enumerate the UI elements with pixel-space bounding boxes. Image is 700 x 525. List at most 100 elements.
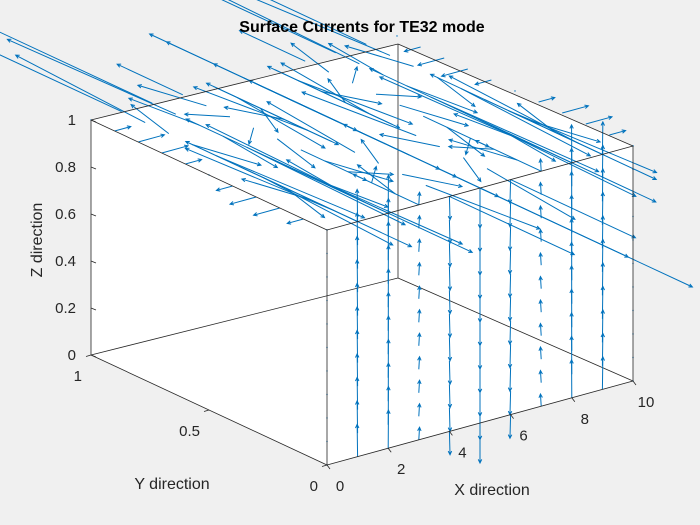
top-current-arrow bbox=[286, 218, 304, 225]
top-current-arrow bbox=[327, 77, 346, 103]
top-current-arrow bbox=[585, 115, 614, 125]
top-current-arrow bbox=[227, 0, 360, 65]
top-current-arrow bbox=[130, 103, 170, 134]
top-current-arrow bbox=[464, 138, 471, 156]
top-current-arrow bbox=[239, 166, 413, 248]
top-current-arrow bbox=[6, 38, 177, 115]
front-current-arrow bbox=[507, 179, 513, 205]
top-current-arrow bbox=[274, 69, 401, 129]
top-current-arrow bbox=[402, 173, 464, 189]
top-current-arrow bbox=[416, 57, 445, 67]
front-current-arrow bbox=[538, 345, 543, 360]
front-current-arrow bbox=[507, 226, 513, 252]
top-current-arrow bbox=[114, 125, 132, 132]
z-tick-mark bbox=[90, 260, 97, 264]
top-current-arrow bbox=[425, 184, 541, 230]
z-tick-label: 0.8 bbox=[55, 159, 76, 176]
x-tick-label: 6 bbox=[519, 428, 527, 445]
top-current-arrow bbox=[460, 87, 592, 157]
top-current-arrow bbox=[276, 138, 316, 169]
top-current-arrow bbox=[243, 77, 458, 178]
top-current-arrow bbox=[403, 46, 421, 53]
top-current-arrow bbox=[324, 160, 394, 183]
front-current-arrow bbox=[507, 297, 513, 322]
front-current-arrow bbox=[417, 261, 422, 276]
z-tick-mark bbox=[90, 213, 97, 217]
z-tick-mark bbox=[90, 307, 97, 311]
front-current-arrow bbox=[507, 367, 513, 393]
front-current-arrow bbox=[354, 188, 360, 222]
top-current-arrow bbox=[228, 196, 257, 206]
top-current-arrow bbox=[538, 96, 556, 103]
front-current-arrow bbox=[569, 123, 574, 163]
chart-title: Surface Currents for TE32 mode bbox=[239, 19, 485, 36]
y-tick-label: 0 bbox=[310, 478, 318, 495]
top-current-arrow bbox=[609, 129, 627, 136]
front-current-arrow bbox=[538, 275, 543, 289]
z-tick-label: 0.2 bbox=[55, 300, 76, 317]
top-current-arrow bbox=[238, 30, 306, 62]
front-current-arrow bbox=[417, 332, 422, 346]
front-current-arrow bbox=[538, 369, 543, 383]
top-current-arrow bbox=[14, 54, 146, 124]
x-tick-mark bbox=[632, 380, 637, 386]
front-current-arrow bbox=[538, 251, 543, 266]
top-current-arrow bbox=[436, 77, 476, 108]
top-current-arrow bbox=[223, 105, 285, 120]
top-current-arrow bbox=[161, 144, 190, 154]
quiver-top-surface bbox=[0, 0, 694, 288]
front-current-arrow bbox=[417, 191, 422, 205]
top-current-arrow bbox=[222, 135, 279, 169]
top-current-arrow bbox=[256, 0, 391, 56]
front-current-arrow bbox=[386, 173, 391, 214]
front-edges bbox=[90, 43, 634, 466]
top-current-arrow bbox=[246, 146, 407, 226]
front-current-arrow bbox=[447, 243, 453, 268]
top-current-arrow bbox=[378, 132, 440, 148]
front-current-arrow bbox=[507, 414, 513, 440]
back-left-wall bbox=[91, 44, 398, 355]
front-current-arrow bbox=[507, 320, 513, 346]
top-current-arrow bbox=[290, 42, 330, 73]
floor bbox=[91, 278, 633, 465]
y-tick-label: 1 bbox=[74, 368, 82, 385]
front-current-arrow bbox=[538, 298, 543, 313]
top-current-arrow bbox=[269, 157, 474, 253]
top-current-arrow bbox=[486, 168, 576, 220]
top-current-arrow bbox=[213, 85, 340, 146]
front-current-arrow bbox=[507, 273, 513, 299]
front-current-arrow bbox=[507, 203, 513, 228]
front-current-arrow bbox=[447, 313, 453, 339]
top-current-arrow bbox=[192, 86, 308, 131]
front-current-arrow bbox=[417, 308, 422, 323]
z-tick-label: 0 bbox=[68, 347, 76, 364]
front-current-arrow bbox=[507, 250, 513, 275]
front-current-arrow bbox=[417, 402, 422, 417]
top-current-arrow bbox=[447, 144, 495, 150]
y-axis-label: Y direction bbox=[134, 476, 209, 493]
top-current-arrow bbox=[215, 185, 233, 192]
front-current-arrow bbox=[447, 431, 453, 456]
front-current-arrow bbox=[417, 379, 422, 393]
top-current-arrow bbox=[562, 104, 590, 114]
x-axis-label: X direction bbox=[454, 482, 530, 499]
top-current-arrow bbox=[356, 164, 396, 195]
x-tick-mark bbox=[326, 464, 331, 470]
front-current-arrow bbox=[538, 228, 543, 242]
y-tick-label: 0.5 bbox=[179, 423, 200, 440]
top-current-arrow bbox=[215, 155, 366, 219]
top-current-arrow bbox=[185, 158, 203, 165]
top-current-arrow bbox=[300, 149, 368, 181]
front-current-arrow bbox=[507, 344, 513, 369]
top-current-arrow bbox=[399, 104, 470, 127]
top-current-arrow bbox=[266, 101, 356, 153]
front-current-arrow bbox=[538, 157, 543, 172]
top-current-arrow bbox=[116, 63, 184, 96]
z-tick-mark bbox=[90, 119, 97, 123]
x-tick-label: 10 bbox=[638, 394, 655, 411]
front-current-arrow bbox=[538, 392, 543, 407]
front-current-arrow bbox=[538, 204, 543, 219]
top-current-arrow bbox=[293, 168, 464, 245]
x-tick-mark bbox=[510, 414, 514, 419]
